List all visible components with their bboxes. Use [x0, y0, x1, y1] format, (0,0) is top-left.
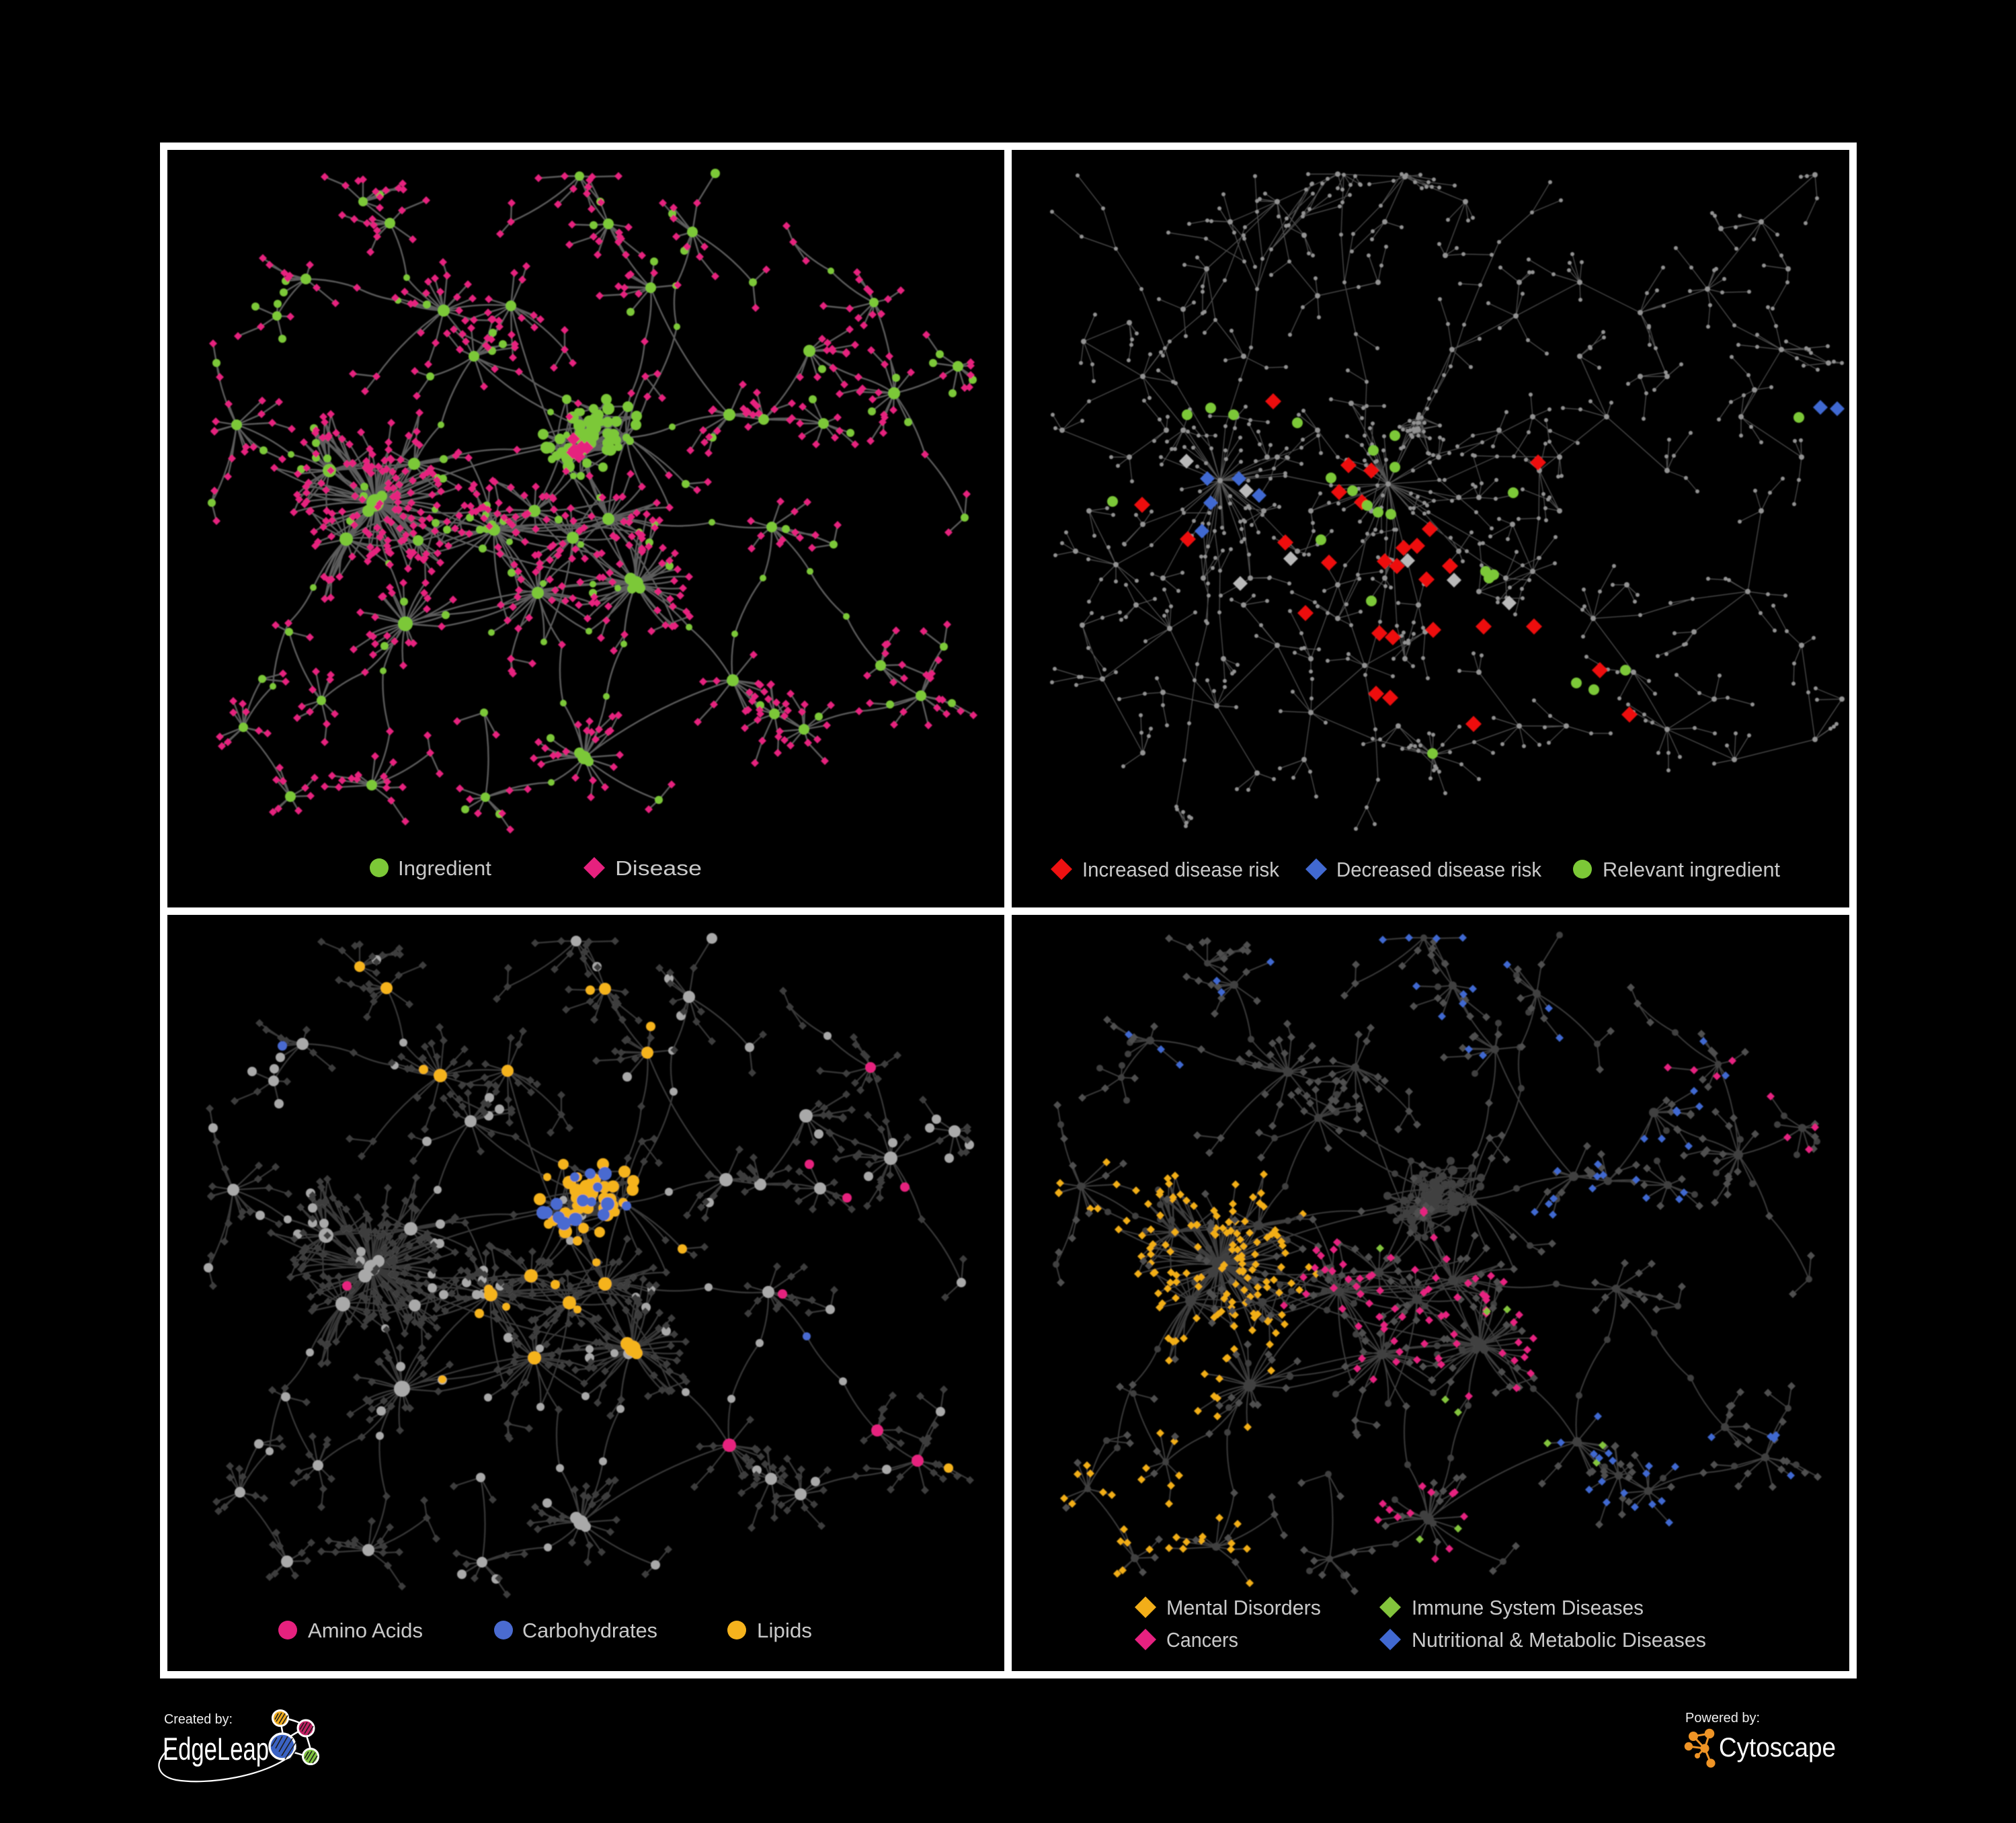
- svg-text:Carbohydrates: Carbohydrates: [522, 1619, 657, 1642]
- svg-text:Increased disease risk: Increased disease risk: [1082, 858, 1279, 881]
- svg-text:Decreased disease risk: Decreased disease risk: [1336, 858, 1541, 881]
- svg-text:Lipids: Lipids: [757, 1619, 812, 1642]
- svg-text:Mental Disorders: Mental Disorders: [1166, 1596, 1321, 1619]
- svg-text:Created by:: Created by:: [164, 1712, 233, 1727]
- svg-text:Cytoscape: Cytoscape: [1719, 1733, 1836, 1763]
- svg-text:Relevant ingredient: Relevant ingredient: [1603, 858, 1780, 881]
- svg-text:Powered by:: Powered by:: [1685, 1711, 1760, 1726]
- svg-text:Amino Acids: Amino Acids: [308, 1619, 423, 1642]
- svg-text:Ingredient: Ingredient: [398, 856, 491, 880]
- svg-text:Disease: Disease: [615, 856, 702, 880]
- svg-text:EdgeLeap: EdgeLeap: [163, 1731, 269, 1767]
- svg-text:Cancers: Cancers: [1166, 1628, 1238, 1652]
- svg-text:Immune System Diseases: Immune System Diseases: [1412, 1596, 1644, 1619]
- svg-text:Nutritional & Metabolic Diseas: Nutritional & Metabolic Diseases: [1412, 1628, 1706, 1652]
